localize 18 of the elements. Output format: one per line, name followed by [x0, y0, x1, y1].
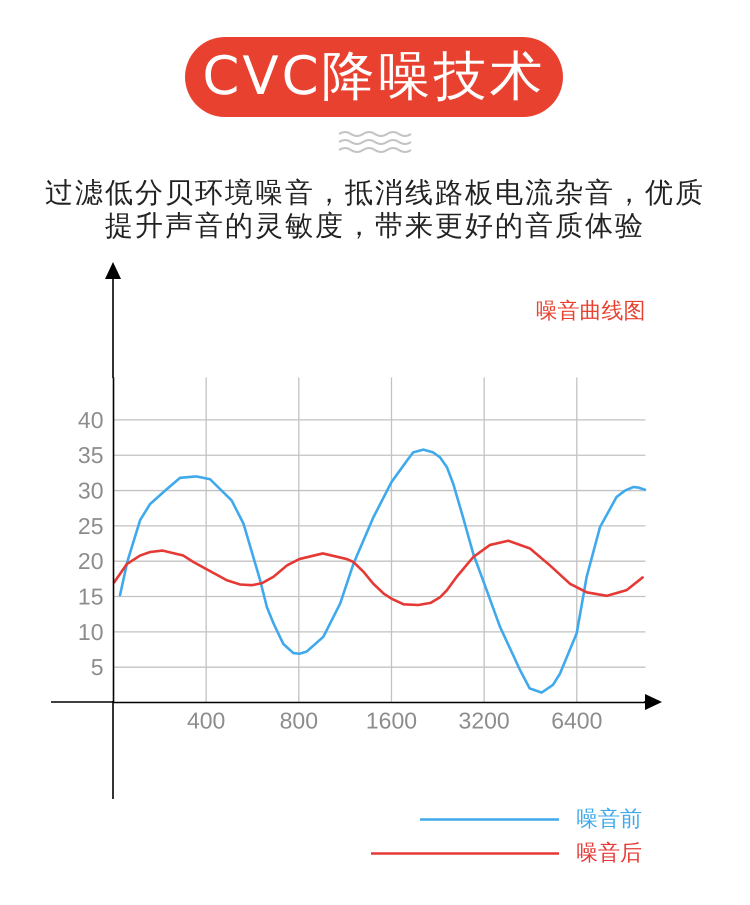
- y-tick-label: 20: [78, 548, 104, 574]
- y-tick-label: 35: [78, 442, 104, 468]
- y-tick-label: 5: [90, 654, 104, 680]
- text: 噪音前: [576, 806, 642, 834]
- x-tick-label: 800: [280, 708, 318, 734]
- x-tick-label: 1600: [366, 708, 418, 734]
- chart-title: CVC降噪技术: [185, 37, 563, 117]
- x-tick-label: 6400: [551, 708, 602, 734]
- x-tick-label: 400: [186, 708, 226, 734]
- y-tick-label: 30: [78, 478, 104, 504]
- text: 噪音后: [576, 840, 642, 868]
- y-tick-label: 10: [78, 618, 104, 645]
- chart-subtitle: 过滤低分贝环境噪音，抵消线路板电流杂音，优质提升声音的灵敏度，带来更好的音质体验: [44, 176, 706, 242]
- y-tick-label: 40: [78, 406, 104, 433]
- text: 噪音曲线图: [536, 299, 646, 324]
- y-tick-label: 25: [78, 512, 104, 539]
- x-tick-label: 3200: [458, 708, 510, 734]
- y-tick-label: 15: [78, 584, 104, 610]
